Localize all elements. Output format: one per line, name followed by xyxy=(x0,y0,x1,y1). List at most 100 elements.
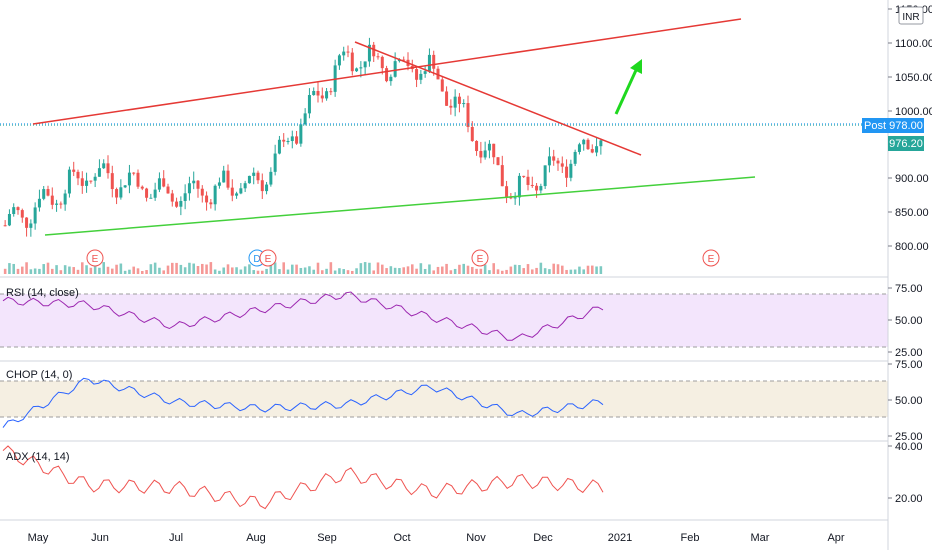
axis-tick-label: 40.00 xyxy=(895,441,923,453)
volume-bar xyxy=(213,269,217,274)
candle-body xyxy=(363,61,367,68)
volume-bar xyxy=(526,264,530,274)
time-axis-label: Feb xyxy=(681,532,700,544)
candle-body xyxy=(217,182,221,186)
volume-bar xyxy=(556,264,560,274)
volume-bar xyxy=(453,268,457,274)
candle-body xyxy=(235,193,239,196)
candle-body xyxy=(12,207,16,215)
volume-bar xyxy=(398,268,401,274)
event-marker xyxy=(86,249,104,267)
volume-bar xyxy=(509,266,513,274)
candle-body xyxy=(522,175,526,177)
volume-bar xyxy=(423,268,427,274)
candle-body xyxy=(295,136,299,144)
candle-body xyxy=(500,165,504,187)
candle-body xyxy=(196,180,200,189)
time-axis-label: Sep xyxy=(317,532,337,544)
candle-body xyxy=(102,163,106,169)
candle-body xyxy=(440,79,444,92)
candle-body xyxy=(453,96,457,108)
candle-body xyxy=(230,187,234,196)
last-price-tag: 976.20 xyxy=(888,136,924,151)
volume-bar xyxy=(282,262,285,274)
rsi-band xyxy=(0,294,888,347)
volume-bar xyxy=(595,266,598,274)
volume-bar xyxy=(462,263,465,274)
time-axis-label: Aug xyxy=(246,532,266,544)
candle-body xyxy=(577,144,581,152)
volume-bar xyxy=(12,263,15,274)
candle-body xyxy=(350,52,354,72)
candle-body xyxy=(312,90,316,96)
axis-tick-label: 1100.00 xyxy=(895,38,932,50)
candle-body xyxy=(505,186,509,198)
event-marker xyxy=(259,249,277,267)
volume-bar xyxy=(265,268,268,274)
volume-bar xyxy=(406,266,410,274)
post-tag-value: 978.00 xyxy=(889,120,923,132)
candle-body xyxy=(415,69,419,80)
volume-bar xyxy=(428,264,431,274)
candle-body xyxy=(243,183,247,189)
candle-body xyxy=(282,139,286,142)
candle-body xyxy=(372,44,376,57)
volume-bar xyxy=(295,264,298,274)
volume-bar xyxy=(278,269,281,274)
volume-bar xyxy=(355,268,358,274)
candle-body xyxy=(547,156,551,166)
candle-body xyxy=(85,180,89,186)
volume-bar xyxy=(98,267,101,274)
volume-bar xyxy=(119,263,123,274)
candle-body xyxy=(346,51,350,53)
volume-bar xyxy=(573,269,577,274)
volume-bar xyxy=(162,270,165,274)
volume-bar xyxy=(419,263,423,274)
candle-body xyxy=(200,188,204,196)
volume-bar xyxy=(299,267,303,274)
candle-body xyxy=(132,172,136,174)
volume-bar xyxy=(166,265,170,274)
volume-bar xyxy=(115,264,118,274)
candle-body xyxy=(492,143,496,158)
volume-bar xyxy=(205,264,208,274)
candle-body xyxy=(149,197,153,199)
volume-bar xyxy=(492,263,495,274)
volume-bar xyxy=(415,268,418,274)
volume-bar xyxy=(55,265,58,274)
candle-body xyxy=(530,184,534,186)
candle-body xyxy=(226,170,230,188)
volume-bar xyxy=(16,268,20,274)
volume-bar xyxy=(402,267,405,274)
candle-body xyxy=(55,203,59,205)
adx-label: ADX (14, 14) xyxy=(6,451,70,463)
chop-label: CHOP (14, 0) xyxy=(6,369,72,381)
rsi-axis: 75.00 50.00 25.00 xyxy=(888,283,923,359)
time-axis: May Jun Jul Aug Sep Oct Nov Dec 2021 Feb Mar Apr xyxy=(28,532,845,544)
volume-bar xyxy=(586,265,590,274)
candle-body xyxy=(247,175,251,184)
candle-body xyxy=(526,176,530,185)
volume-bar xyxy=(248,264,251,274)
axis-tick-label: 50.00 xyxy=(895,395,923,407)
event-marker xyxy=(471,249,489,267)
candle-body xyxy=(162,178,166,187)
axis-tick-label: 50.00 xyxy=(895,315,923,327)
currency-badge[interactable]: INR xyxy=(898,6,924,25)
candle-body xyxy=(569,163,573,178)
candle-body xyxy=(127,172,131,186)
candle-body xyxy=(543,165,547,187)
volume-bar xyxy=(201,263,204,274)
volume-bar xyxy=(385,268,388,274)
candle-body xyxy=(535,185,539,191)
volume-bar xyxy=(145,270,148,274)
volume-bar xyxy=(432,270,435,274)
volume-bar xyxy=(128,269,131,274)
candle-body xyxy=(187,183,191,194)
time-axis-label: Apr xyxy=(827,532,844,544)
candle-body xyxy=(37,198,41,208)
volume-bar xyxy=(312,269,315,274)
